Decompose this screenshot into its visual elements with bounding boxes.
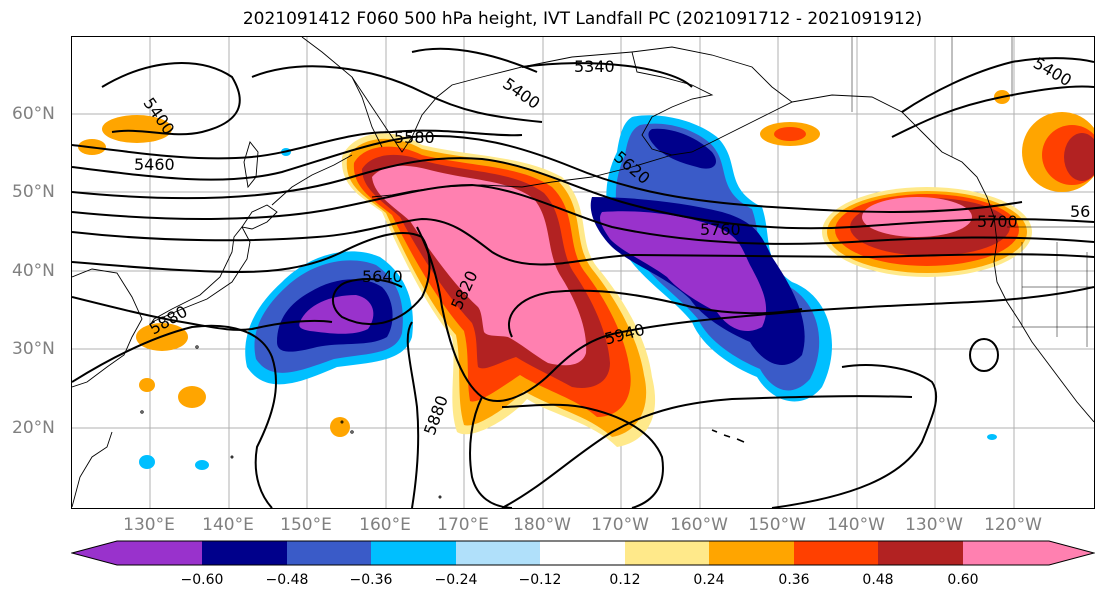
colorbar-cell xyxy=(287,541,371,565)
map-canvas[interactable]: 5400 5460 5400 5340 5580 5620 5640 5820 … xyxy=(72,37,1094,508)
colorbar-cell xyxy=(963,541,1094,565)
lat-label-60n: 60°N xyxy=(12,104,55,124)
ivt-negative-west xyxy=(245,251,413,385)
lat-label-40n: 40°N xyxy=(12,261,55,281)
colorbar-cell xyxy=(625,541,709,565)
lon-label-140e: 140°E xyxy=(202,515,254,535)
ivt-positive-northeast xyxy=(822,187,1032,277)
lon-label-130e: 130°E xyxy=(123,515,175,535)
colorbar-tick: −0.60 xyxy=(180,572,224,588)
contour-label: 5340 xyxy=(574,57,615,76)
lon-label-170e: 170°E xyxy=(437,515,489,535)
colorbar-cell xyxy=(72,541,202,565)
colorbar-cell xyxy=(878,541,963,565)
colorbar-cell xyxy=(709,541,794,565)
lon-label-150e: 150°E xyxy=(280,515,332,535)
ivt-negative-patches xyxy=(139,148,997,470)
colorbar-cell xyxy=(794,541,878,565)
contour-label: 5400 xyxy=(499,74,543,113)
colorbar-tick: −0.36 xyxy=(349,572,393,588)
lon-label-180w: 180°W xyxy=(513,515,571,535)
colorbar-tick: 0.12 xyxy=(609,572,641,588)
height-contours xyxy=(72,47,1094,508)
coastlines xyxy=(72,37,1094,508)
colorbar-tick: 0.48 xyxy=(862,572,894,588)
lon-label-120w: 120°W xyxy=(984,515,1042,535)
colorbar-tick: 0.36 xyxy=(778,572,810,588)
contour-label: 56 xyxy=(1070,202,1090,221)
contour-label: 5880 xyxy=(420,393,452,438)
colorbar-tick: −0.12 xyxy=(518,572,562,588)
colorbar-cell xyxy=(371,541,456,565)
colorbar-tick: −0.48 xyxy=(265,572,309,588)
colorbar-tick: 0.60 xyxy=(947,572,979,588)
ivt-positive-central xyxy=(341,133,656,447)
lat-label-50n: 50°N xyxy=(12,182,55,202)
colorbar-cell xyxy=(456,541,540,565)
lon-label-150w: 150°W xyxy=(748,515,806,535)
contour-label: 5580 xyxy=(394,128,435,147)
lon-label-170w: 170°W xyxy=(591,515,649,535)
lon-label-130w: 130°W xyxy=(905,515,963,535)
map-panel[interactable]: 5400 5460 5400 5340 5580 5620 5640 5820 … xyxy=(71,36,1095,509)
lat-label-20n: 20°N xyxy=(12,418,55,438)
contour-label: 5760 xyxy=(700,220,741,239)
colorbar-tick: −0.24 xyxy=(434,572,478,588)
contour-label: 5460 xyxy=(134,155,175,174)
colorbar xyxy=(71,540,1095,566)
colorbar-tick: 0.24 xyxy=(693,572,725,588)
contour-label: 5700 xyxy=(977,212,1018,231)
contour-label: 5640 xyxy=(362,267,403,286)
lon-label-160w: 160°W xyxy=(670,515,728,535)
lon-label-140w: 140°W xyxy=(827,515,885,535)
lon-label-160e: 160°E xyxy=(359,515,411,535)
map-title: 2021091412 F060 500 hPa height, IVT Land… xyxy=(242,9,923,29)
ivt-positive-patches xyxy=(78,90,1094,437)
lat-label-30n: 30°N xyxy=(12,339,55,359)
colorbar-cell xyxy=(202,541,287,565)
colorbar-cell xyxy=(540,541,625,565)
